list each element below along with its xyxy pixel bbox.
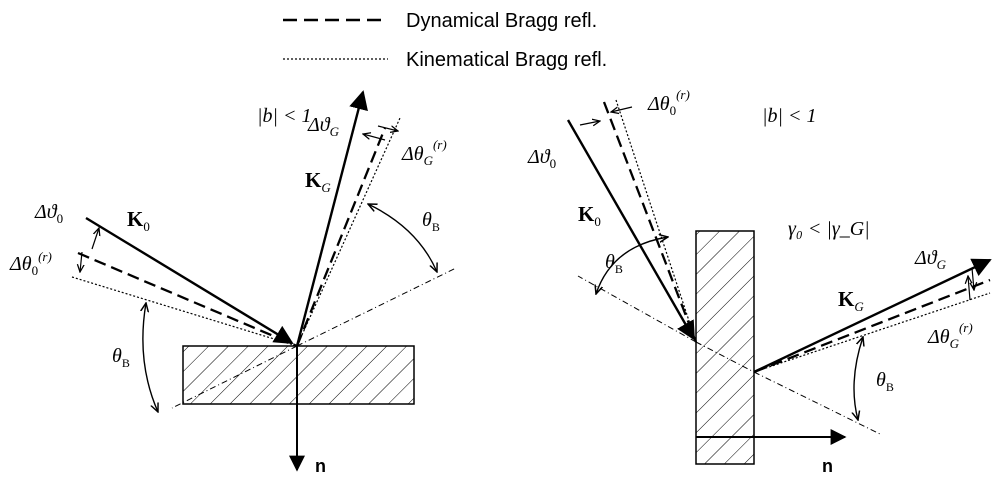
right-panel: n |b| < 1 γ₀ < |γ_G| K0 KG Δϑ0 Δθ0(r) Δϑ… [527, 87, 992, 476]
right-KG-label: KG [838, 287, 864, 314]
right-dthetaG-arrow [968, 276, 970, 301]
right-thetaB-arc-incident [596, 237, 668, 294]
left-KG-label: KG [305, 168, 331, 195]
left-thetaB-low-label: θB [112, 345, 130, 370]
right-dthetaGr-label: ΔθG(r) [927, 320, 973, 351]
left-incident-K0 [85, 216, 294, 345]
legend: Dynamical Bragg refl. Kinematical Bragg … [283, 10, 607, 71]
left-dthetaGr-label: ΔθG(r) [401, 137, 447, 168]
left-incident-kinematical [71, 276, 298, 347]
left-panel: n |b| < 1 K0 KG Δϑ0 Δθ0(r) ΔϑG ΔθG(r) θB… [9, 90, 457, 476]
left-reflected-dynamical [295, 127, 387, 347]
right-thetaB-incident-label: θB [605, 251, 623, 276]
right-reflected-kinematical [753, 292, 991, 373]
right-incident-dynamical [602, 101, 698, 343]
left-dthetaG-arrow [363, 134, 386, 141]
right-condition: |b| < 1 [762, 105, 817, 127]
left-thetaB-arc-high [368, 204, 437, 272]
right-dtheta0-label: Δϑ0 [527, 146, 556, 171]
right-incident-K0 [566, 119, 696, 341]
right-plane-line-exit [753, 371, 881, 435]
right-reflected-dynamical [753, 278, 991, 374]
right-K0-label: K0 [578, 202, 601, 229]
left-thetaB-arc-low [143, 303, 158, 412]
right-normal-label: n [822, 456, 833, 476]
left-reflected-KG [295, 90, 368, 347]
right-dtheta0r-arrow [611, 106, 633, 112]
right-crystal [695, 230, 755, 465]
left-incident-dynamical [77, 251, 298, 348]
left-plane-line-low [171, 345, 298, 409]
left-thetaB-high-label: θB [422, 209, 440, 234]
right-dthetaG-label: ΔϑG [914, 247, 947, 272]
right-dtheta0r-label: Δθ0(r) [647, 87, 690, 118]
left-K0-label: K0 [127, 207, 150, 234]
legend-dynamical-label: Dynamical Bragg refl. [406, 10, 597, 32]
legend-kinematical-label: Kinematical Bragg refl. [406, 49, 607, 71]
left-dtheta0-label: Δϑ0 [34, 201, 63, 226]
right-condition2: γ₀ < |γ_G| [788, 218, 870, 240]
right-reflected-KG [753, 258, 992, 374]
right-dtheta0-arrow [579, 121, 600, 125]
left-dtheta0r-arrow [80, 251, 82, 272]
left-condition: |b| < 1 [257, 105, 312, 127]
right-dthetaGr-arrow [972, 267, 974, 290]
right-incident-kinematical [615, 99, 697, 343]
left-crystal [182, 345, 415, 405]
left-reflected-kinematical [296, 117, 401, 347]
right-plane-line-incident-2 [695, 341, 755, 373]
right-plane-line-incident [577, 275, 697, 343]
left-dthetaG-label: ΔϑG [307, 114, 340, 139]
right-thetaB-exit-label: θB [876, 369, 894, 394]
left-dtheta0r-label: Δθ0(r) [9, 249, 52, 278]
left-dtheta0-arrow [91, 228, 99, 250]
left-plane-line-high [296, 267, 457, 347]
left-normal-label: n [315, 456, 326, 476]
right-thetaB-arc-exit [854, 337, 863, 420]
left-dthetaGr-arrow [377, 126, 398, 131]
